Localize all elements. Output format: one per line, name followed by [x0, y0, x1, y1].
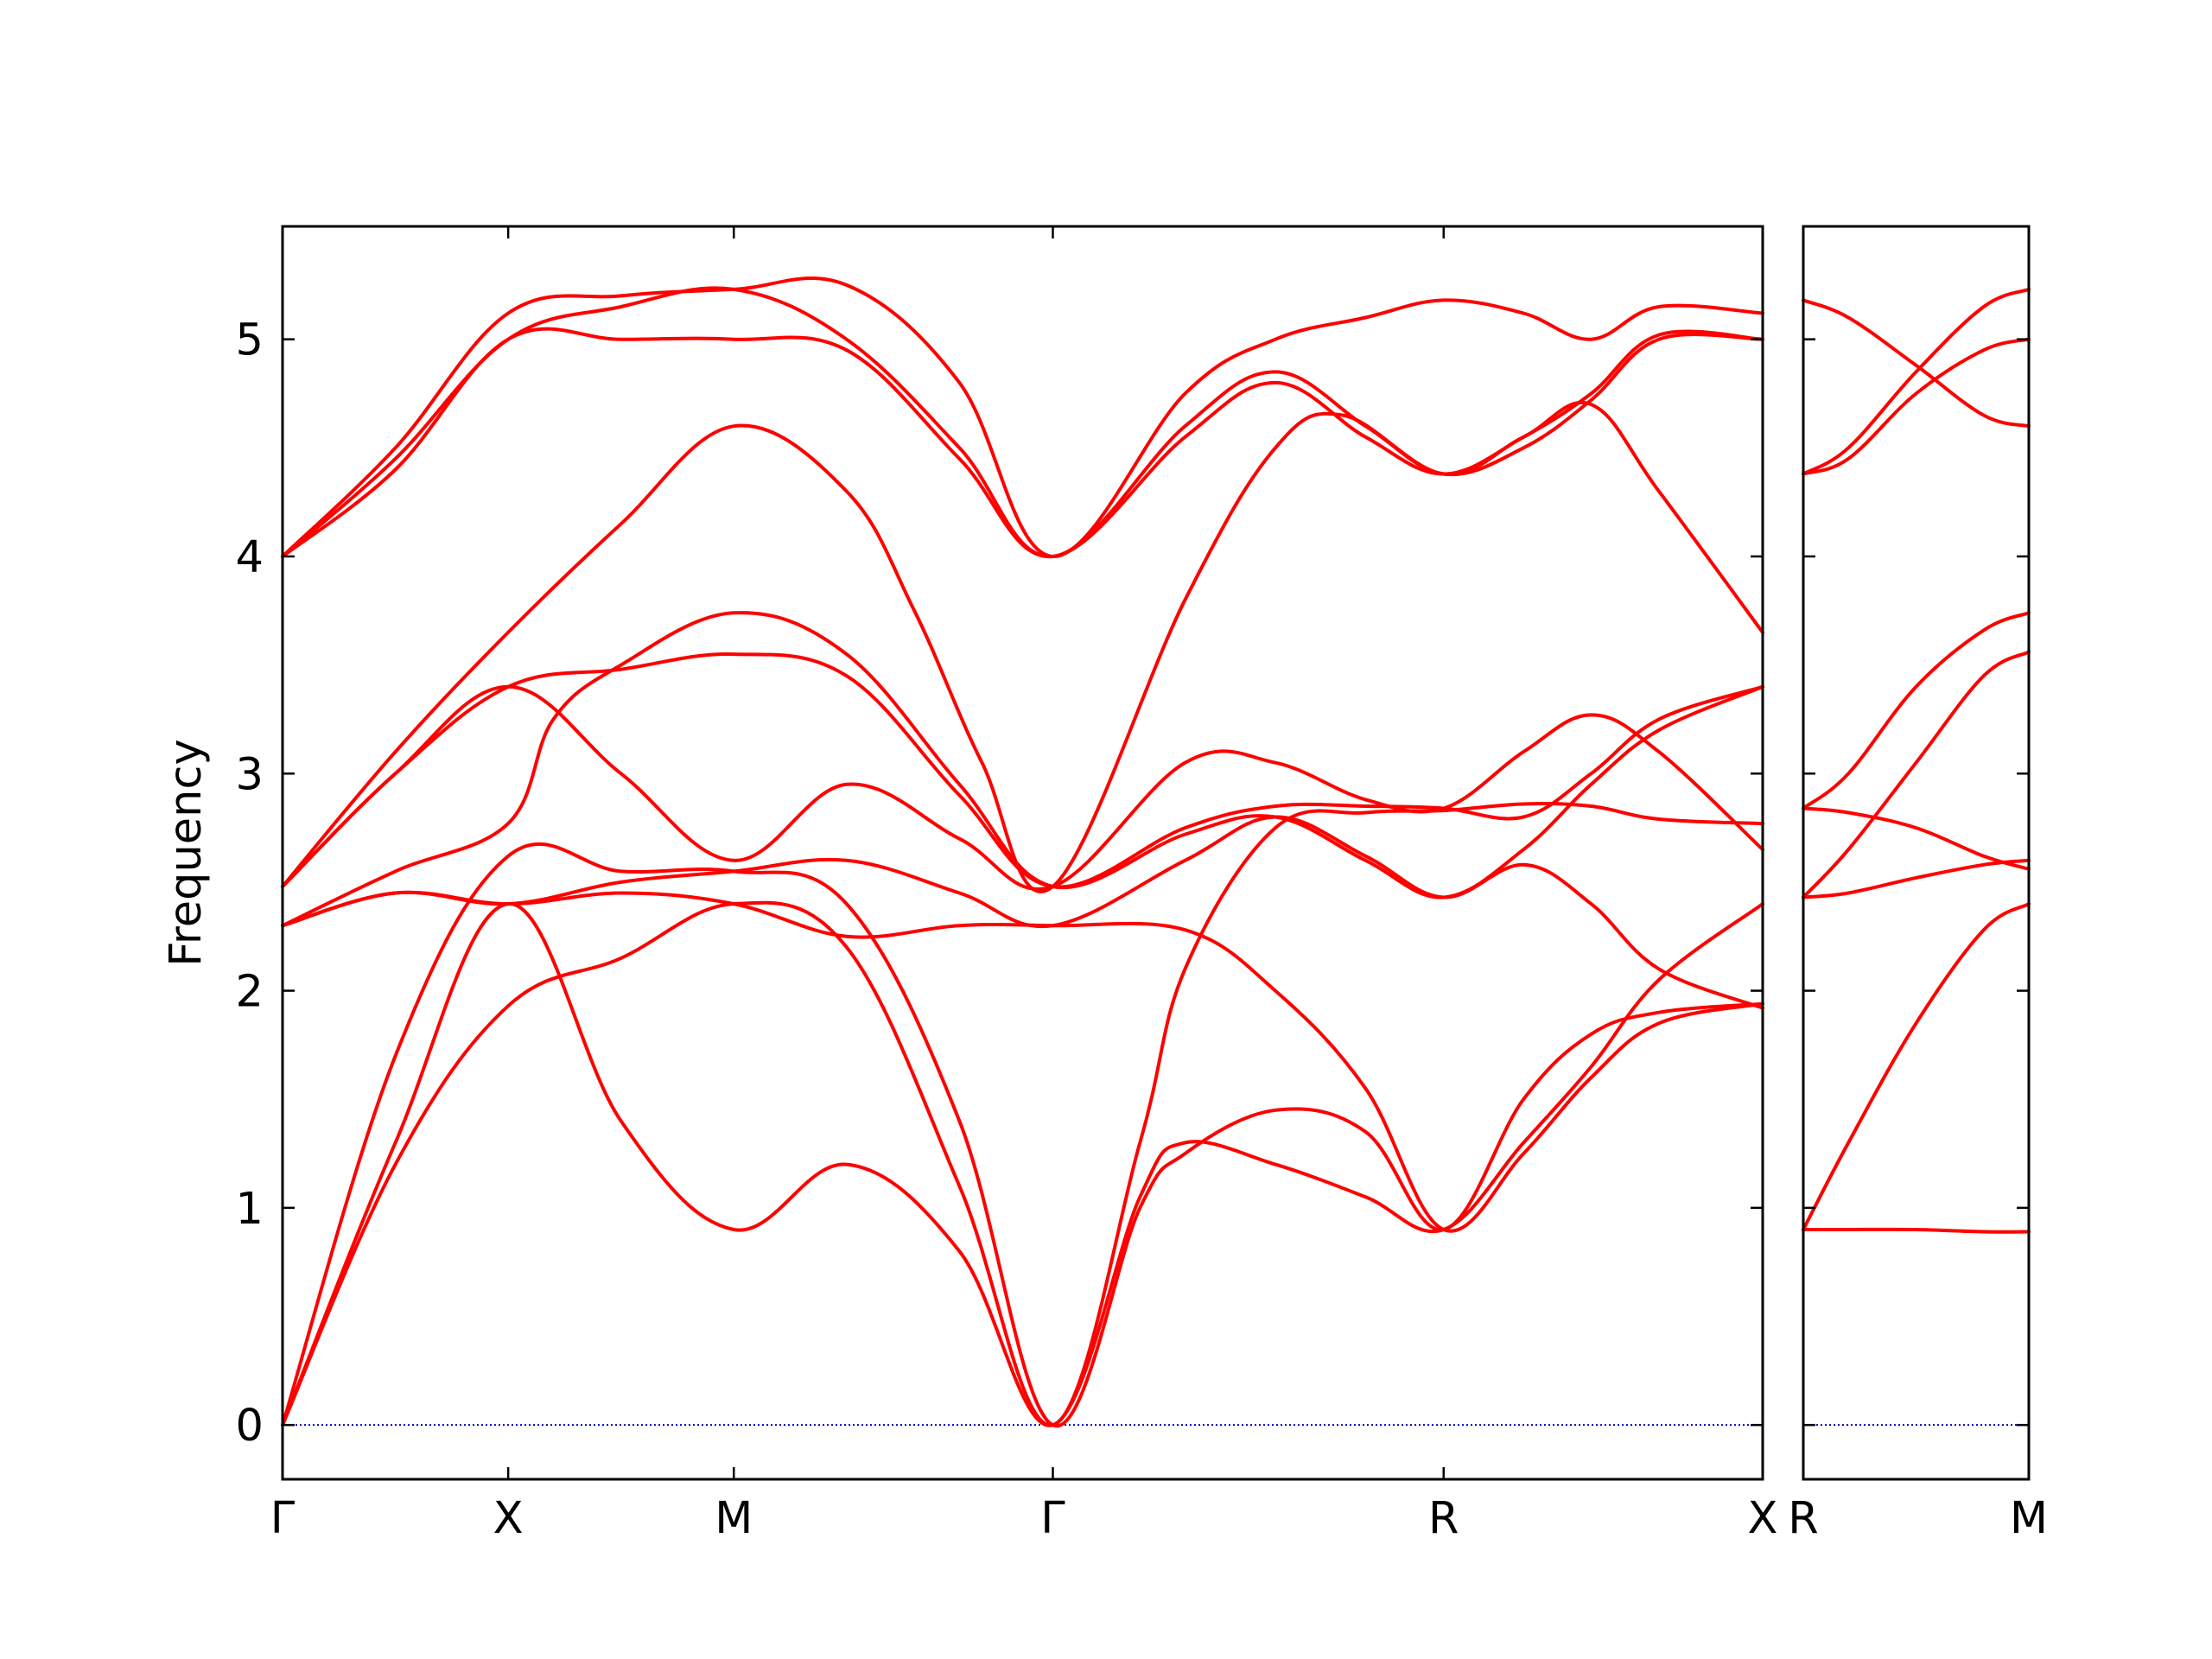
y-tick-label: 1: [236, 1184, 264, 1235]
x-tick-label: Γ: [1040, 1493, 1065, 1544]
band-line-8: [1802, 902, 2031, 1231]
x-tick-label: Γ: [270, 1493, 296, 1544]
band-line-7: [281, 611, 1764, 928]
x-tick-label: M: [2010, 1493, 2048, 1544]
x-tick-label: X: [1748, 1493, 1778, 1544]
band-line-3: [1802, 337, 2031, 476]
x-tick-label: R: [1428, 1493, 1459, 1544]
band-line-7: [1802, 858, 2031, 899]
band-line-12: [281, 902, 1764, 1427]
y-tick-label: 0: [236, 1401, 264, 1452]
y-axis-label: Frequency: [161, 739, 212, 966]
y-tick-label: 4: [236, 532, 264, 583]
band-line-4: [1802, 611, 2031, 810]
plot-frame: [281, 225, 1764, 1481]
y-tick-label: 3: [236, 749, 264, 800]
band-line-5: [1802, 650, 2031, 899]
band-line-6: [281, 684, 1764, 891]
plot-frame: [1802, 225, 2031, 1481]
band-line-2: [1802, 287, 2031, 476]
x-tick-label: M: [715, 1493, 753, 1544]
band-panel-main: 0 1 2 3 4 5 Γ X M Γ R X: [236, 225, 1778, 1544]
band-line-9: [1802, 1227, 2031, 1234]
band-line-6: [1802, 806, 2031, 871]
x-tick-label: R: [1788, 1493, 1818, 1544]
x-tick-label: X: [493, 1493, 524, 1544]
y-tick-label: 5: [236, 315, 264, 366]
band-line-8: [281, 815, 1764, 1010]
band-line-1: [1802, 298, 2031, 429]
band-line-4: [281, 401, 1764, 893]
y-tick-label: 2: [236, 967, 264, 1018]
band-line-9: [281, 890, 1764, 1233]
